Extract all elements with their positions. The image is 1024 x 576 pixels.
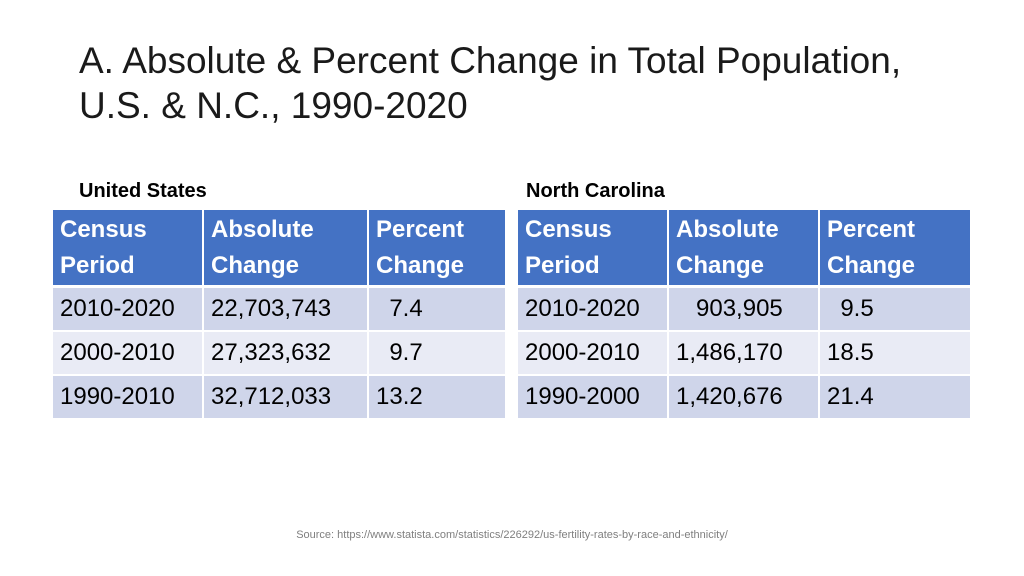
slide-title-line-2: U.S. & N.C., 1990-2020: [79, 85, 468, 126]
table-row: 2010-2020 22,703,743 7.4: [53, 288, 505, 332]
header-text: Census: [525, 215, 612, 243]
us-population-table: Census Period Absolute Change Percent Ch…: [53, 210, 505, 420]
header-text: Change: [376, 251, 465, 279]
nc-population-table: Census Period Absolute Change Percent Ch…: [518, 210, 970, 420]
percent-change-cell: 9.5: [820, 288, 970, 332]
table-header-row: Census Period Absolute Change Percent Ch…: [53, 210, 505, 288]
column-header-absolute-change: Absolute Change: [669, 210, 820, 288]
column-header-census-period: Census Period: [518, 210, 669, 288]
absolute-change-cell: 903,905: [669, 288, 820, 332]
header-text: Percent: [827, 215, 916, 243]
column-header-percent-change: Percent Change: [369, 210, 505, 288]
absolute-change-cell: 22,703,743: [204, 288, 369, 332]
header-text: Absolute: [676, 215, 779, 243]
absolute-change-cell: 27,323,632: [204, 332, 369, 376]
us-table-label: United States: [79, 180, 207, 202]
percent-change-cell: 18.5: [820, 332, 970, 376]
slide-title-line-1: A. Absolute & Percent Change in Total Po…: [79, 40, 902, 81]
table-row: 1990-2000 1,420,676 21.4: [518, 376, 970, 420]
absolute-change-cell: 1,420,676: [669, 376, 820, 420]
table-row: 2000-2010 1,486,170 18.5: [518, 332, 970, 376]
table-header-row: Census Period Absolute Change Percent Ch…: [518, 210, 970, 288]
absolute-change-cell: 32,712,033: [204, 376, 369, 420]
column-header-census-period: Census Period: [53, 210, 204, 288]
header-text: Change: [676, 251, 765, 279]
census-period-cell: 2010-2020: [518, 288, 669, 332]
header-text: Absolute: [211, 215, 314, 243]
table-row: 2000-2010 27,323,632 9.7: [53, 332, 505, 376]
census-period-cell: 2000-2010: [53, 332, 204, 376]
column-header-absolute-change: Absolute Change: [204, 210, 369, 288]
nc-table-label: North Carolina: [526, 180, 665, 202]
census-period-cell: 2000-2010: [518, 332, 669, 376]
slide-title: A. Absolute & Percent Change in Total Po…: [79, 38, 979, 128]
census-period-cell: 1990-2010: [53, 376, 204, 420]
header-text: Percent: [376, 215, 465, 243]
header-text: Change: [827, 251, 916, 279]
census-period-cell: 1990-2000: [518, 376, 669, 420]
table-row: 2010-2020 903,905 9.5: [518, 288, 970, 332]
header-text: Period: [60, 251, 135, 279]
column-header-percent-change: Percent Change: [820, 210, 970, 288]
percent-change-cell: 9.7: [369, 332, 505, 376]
header-text: Census: [60, 215, 147, 243]
census-period-cell: 2010-2020: [53, 288, 204, 332]
table-row: 1990-2010 32,712,033 13.2: [53, 376, 505, 420]
header-text: Period: [525, 251, 600, 279]
percent-change-cell: 21.4: [820, 376, 970, 420]
absolute-change-cell: 1,486,170: [669, 332, 820, 376]
source-citation: Source: https://www.statista.com/statist…: [296, 529, 728, 541]
header-text: Change: [211, 251, 300, 279]
percent-change-cell: 13.2: [369, 376, 505, 420]
percent-change-cell: 7.4: [369, 288, 505, 332]
